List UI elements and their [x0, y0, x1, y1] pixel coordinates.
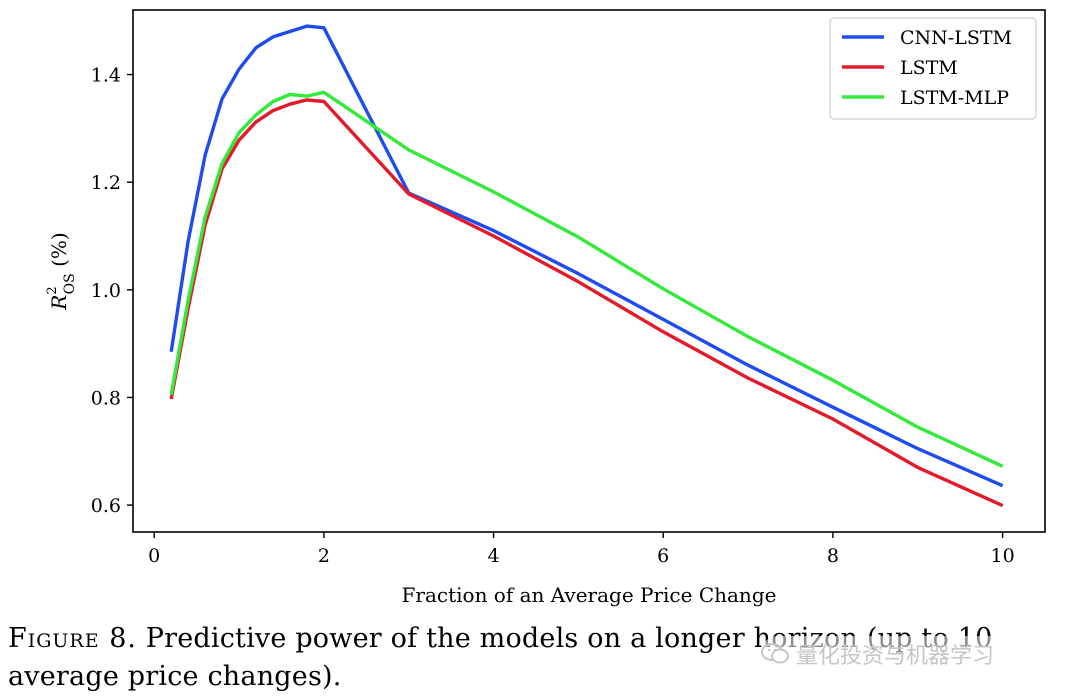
y-axis-ticks: 0.6 0.8 1.0 1.2 1.4 [91, 65, 133, 517]
y-axis-title-unit: (%) [47, 232, 71, 273]
y-tick-label: 1.2 [91, 172, 121, 194]
legend-label: LSTM-MLP [900, 87, 1009, 109]
x-tick-label: 8 [827, 545, 839, 567]
y-tick-label: 0.6 [91, 495, 121, 517]
series-line-lstm-mlp [169, 90, 1004, 468]
watermark-text: 量化投资与机器学习 [796, 644, 995, 669]
x-tick-label: 2 [318, 545, 330, 567]
y-tick-label: 1.0 [91, 280, 121, 302]
x-tick-label: 10 [990, 545, 1014, 567]
x-tick-label: 4 [488, 545, 500, 567]
caption-label: Figure 8. [8, 623, 137, 654]
legend-label: CNN-LSTM [900, 27, 1012, 49]
legend-box [829, 17, 1037, 120]
plot-frame [132, 9, 1046, 533]
series-line-cnn-lstm [169, 24, 1004, 488]
series-line-lstm [169, 98, 1004, 508]
legend: CNN-LSTM LSTM LSTM-MLP [829, 17, 1037, 120]
x-tick-label: 6 [657, 545, 669, 567]
y-tick-label: 0.8 [91, 387, 121, 409]
x-tick-label: 0 [148, 545, 160, 567]
y-axis-title-sup: 2 [45, 286, 60, 294]
wechat-icon [760, 641, 790, 667]
x-axis-title: Fraction of an Average Price Change [402, 583, 777, 607]
y-tick-label: 1.4 [91, 65, 121, 87]
y-axis-title: R2 OS (%) [45, 232, 78, 310]
watermark: 量化投资与机器学习 [760, 636, 1050, 672]
legend-label: LSTM [900, 57, 958, 79]
y-axis-title-main: R [47, 295, 71, 311]
x-axis-ticks: 0 2 4 6 8 10 [148, 532, 1015, 567]
y-axis-title-sub: OS [62, 273, 78, 294]
line-chart: 0 2 4 6 8 10 0.6 0.8 1.0 1.2 1.4 Fraction of an A… [45, 9, 1046, 607]
series-layer [169, 24, 1004, 508]
